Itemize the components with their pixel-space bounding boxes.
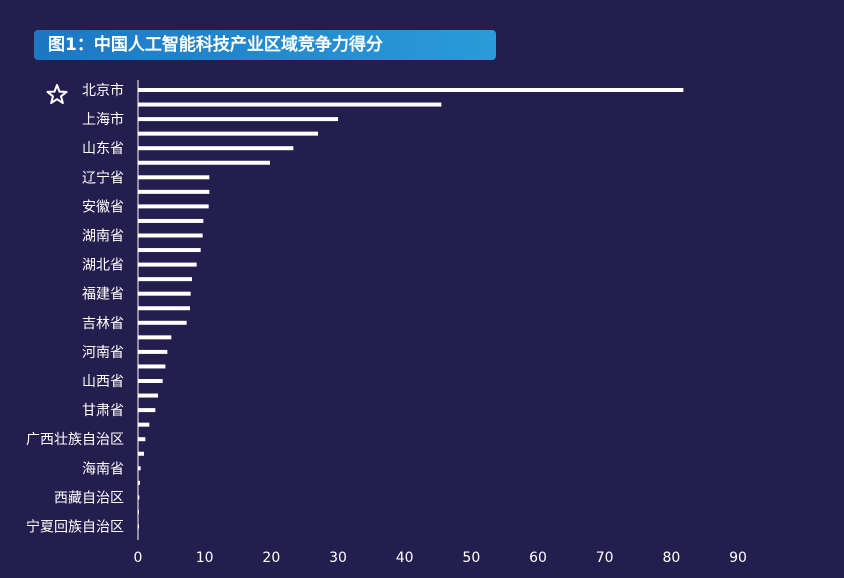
category-label-1: 上海市: [82, 111, 124, 128]
category-label-4: 安徽省: [82, 199, 124, 215]
category-label-13: 海南省: [82, 461, 124, 477]
category-label-14: 西藏自治区: [54, 490, 124, 506]
category-label-3: 辽宁省: [82, 169, 124, 186]
bar-24: [138, 437, 146, 442]
category-label-7: 福建省: [82, 287, 124, 303]
x-tick-label-90: 90: [729, 550, 747, 566]
bar-25: [138, 451, 145, 456]
x-tick-label-10: 10: [196, 550, 214, 566]
bar-3: [138, 131, 319, 136]
bar-10: [138, 233, 203, 238]
x-tick-label-50: 50: [462, 550, 480, 566]
bar-13: [138, 277, 193, 282]
x-tick-label-20: 20: [262, 550, 280, 566]
bar-22: [138, 408, 156, 413]
bar-4: [138, 146, 294, 151]
bar-16: [138, 320, 187, 325]
category-label-2: 山东省: [82, 141, 124, 157]
category-label-10: 山西省: [82, 374, 124, 390]
bar-17: [138, 335, 172, 340]
chart-title: 图1：中国人工智能科技产业区域竞争力得分: [48, 35, 383, 55]
star-outline-icon: [46, 84, 68, 105]
category-label-15: 宁夏回族自治区: [26, 519, 124, 536]
bar-14: [138, 291, 191, 296]
category-label-8: 吉林省: [82, 316, 124, 332]
bar-20: [138, 379, 163, 383]
bar-27: [138, 480, 141, 485]
bar-19: [138, 364, 166, 369]
bar-11: [138, 248, 201, 253]
category-label-9: 河南省: [82, 345, 124, 361]
chart-title-banner: 图1：中国人工智能科技产业区域竞争力得分: [34, 30, 496, 60]
bar-21: [138, 393, 159, 398]
bar-0: [138, 88, 684, 92]
bar-6: [138, 175, 210, 180]
bar-1: [138, 102, 442, 107]
bar-8: [138, 204, 209, 209]
x-tick-label-0: 0: [134, 550, 143, 566]
bar-7: [138, 189, 210, 194]
bar-9: [138, 218, 204, 223]
bar-15: [138, 306, 191, 311]
category-label-5: 湖南省: [82, 229, 124, 245]
bar-26: [138, 466, 141, 471]
bar-5: [138, 160, 271, 165]
bar-12: [138, 262, 197, 267]
bar-29: [138, 509, 140, 514]
bar-2: [138, 117, 339, 122]
category-label-12: 广西壮族自治区: [26, 432, 124, 448]
bar-28: [138, 495, 140, 500]
x-tick-label-60: 60: [529, 550, 547, 566]
x-tick-label-80: 80: [662, 550, 680, 566]
bar-18: [138, 349, 168, 354]
x-tick-label-70: 70: [596, 550, 614, 566]
bar-23: [138, 422, 150, 427]
category-label-0: 北京市: [82, 82, 124, 99]
x-tick-label-40: 40: [396, 550, 414, 566]
x-tick-label-30: 30: [329, 550, 347, 566]
category-label-11: 甘肃省: [82, 403, 124, 419]
category-label-6: 湖北省: [82, 258, 124, 274]
bar-30: [138, 524, 139, 529]
